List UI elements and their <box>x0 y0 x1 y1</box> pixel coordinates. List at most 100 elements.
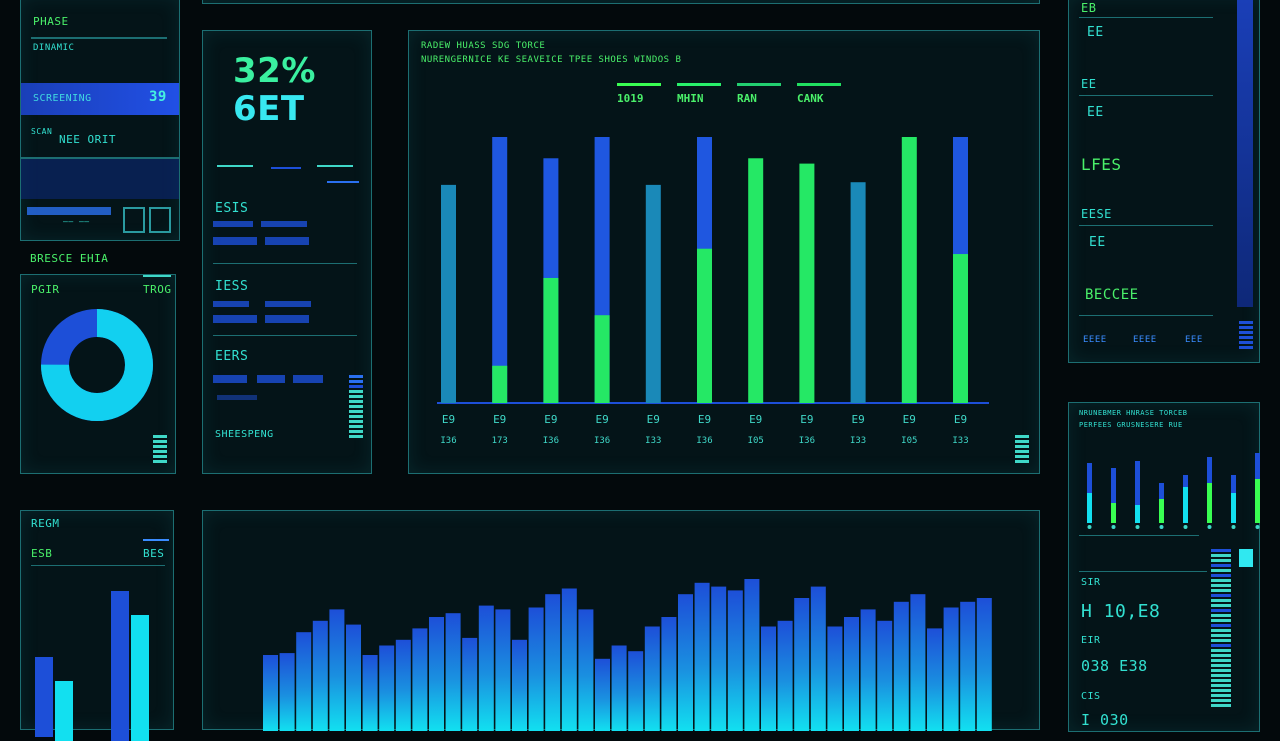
bottom-bar <box>810 586 826 731</box>
bottom-bar <box>495 609 511 731</box>
mini-dot <box>1159 525 1164 529</box>
bottom-bar <box>844 617 859 731</box>
bottom-bar <box>877 620 893 731</box>
x-tick-label: E9 <box>698 413 711 426</box>
bottom-bar <box>412 628 428 731</box>
x-tick-sublabel: I36 <box>594 436 610 446</box>
bottom-bar <box>744 579 760 731</box>
bar-series2 <box>953 254 968 403</box>
legend-item[interactable]: MHIN <box>677 83 721 105</box>
legend-item[interactable]: 1019 <box>617 83 661 105</box>
right-footer-2: EEEE <box>1133 335 1157 345</box>
x-tick-label: E9 <box>749 413 762 426</box>
bottom-bar <box>296 632 312 731</box>
right-value-1: EE <box>1087 25 1104 40</box>
bar-series1 <box>645 184 661 403</box>
right-row-2: EE <box>1081 77 1097 91</box>
bottom-bar <box>329 609 345 731</box>
legend-label: CANK <box>797 92 824 105</box>
bottom-left-bar-4 <box>131 615 149 741</box>
legend-label: MHIN <box>677 92 704 105</box>
right-bottom-level-indicator <box>1211 549 1231 709</box>
x-tick-label: E9 <box>954 413 967 426</box>
mini-dot <box>1183 525 1188 529</box>
kpi-row4: SHEESPENG <box>215 429 274 440</box>
x-tick-sublabel: I36 <box>440 436 456 446</box>
x-tick-label: E9 <box>442 413 455 426</box>
main-bar-chart: E9 I36 E9 173 E9 I36 E9 I36 E9 I33 E9 I36 E9 I05 E9 I36… <box>437 137 989 446</box>
mini-bar-top <box>1087 493 1092 523</box>
x-tick-sublabel: I36 <box>543 436 559 446</box>
bar-series1 <box>492 137 508 403</box>
x-tick-label: E9 <box>493 413 506 426</box>
mini-chart-subtitle: PERFEES GRUSNESERE RUE <box>1079 421 1183 429</box>
mini-dot <box>1135 525 1140 529</box>
bottom-left-bar-2 <box>55 681 73 741</box>
x-tick-sublabel: 173 <box>492 436 508 446</box>
right-top-panel: EB EE EE EE LFES EESE EE BECCEE EEEE EEE… <box>1068 0 1260 363</box>
right-scrollbar[interactable] <box>1237 0 1253 307</box>
bottom-bar <box>578 609 594 731</box>
left-top-title: PHASE <box>33 15 69 28</box>
selected-row-value: 39 <box>149 89 167 105</box>
mini-bar-chart <box>1087 453 1260 529</box>
x-tick-sublabel: I33 <box>645 436 661 446</box>
bottom-bar-chart <box>263 579 992 731</box>
bottom-left-title: REGM <box>31 517 60 530</box>
x-tick-sublabel: I05 <box>901 436 917 446</box>
main-chart-panel: RADEW HUASS SDG TORCE NURENGERNICE KE SE… <box>408 30 1040 474</box>
bar-series2 <box>492 365 508 403</box>
donut-label-right: TROG <box>143 283 172 296</box>
bottom-bar <box>545 594 561 731</box>
bottom-bar <box>960 601 976 731</box>
mini-chart-title: NRUNEBMER HNRASE TORCEB <box>1079 409 1188 417</box>
bottom-chart-panel <box>202 510 1040 731</box>
legend-label: RAN <box>737 92 757 105</box>
donut-chart <box>41 309 153 421</box>
left-top-panel: PHASE DINAMIC SCREENING 39 SCAN NEE ORIT… <box>20 0 180 241</box>
selected-row-label: SCREENING <box>33 93 92 104</box>
mini-dot <box>1255 525 1260 529</box>
bar-series2 <box>697 248 712 403</box>
legend-item[interactable]: CANK <box>797 83 841 105</box>
bar-series2 <box>594 315 610 403</box>
bottom-bar <box>395 639 411 731</box>
right-value-2: EE <box>1087 105 1104 120</box>
x-tick-sublabel: I36 <box>799 436 815 446</box>
bottom-bar <box>379 645 395 731</box>
mini-dot <box>1111 525 1116 529</box>
bottom-bar <box>976 598 992 731</box>
toggle-button-2[interactable] <box>149 207 171 233</box>
x-tick-sublabel: I36 <box>696 436 712 446</box>
bar-series2 <box>748 158 764 403</box>
bar-series2 <box>543 277 559 403</box>
bottom-bar <box>312 620 328 731</box>
main-chart-level-indicator <box>1015 435 1029 465</box>
legend-item[interactable]: RAN <box>737 83 781 105</box>
donut-arc <box>41 309 153 421</box>
bottom-left-panel: REGM ESB BES <box>20 510 174 741</box>
toggle-button-1[interactable] <box>123 207 145 233</box>
bottom-bar <box>860 609 876 731</box>
kpi-row3: EERS <box>215 349 249 364</box>
right-bottom-value2: 038 E38 <box>1081 657 1148 675</box>
x-tick-label: E9 <box>544 413 557 426</box>
right-row-4: EESE <box>1081 207 1112 221</box>
bar-series1 <box>850 182 866 403</box>
x-tick-label: E9 <box>851 413 864 426</box>
bottom-bar <box>528 607 544 731</box>
selected-row[interactable]: SCREENING 39 <box>21 83 179 115</box>
bottom-left-bar-1 <box>35 657 53 737</box>
kpi-panel: 32% 6ET ESIS IESS EERS SHEESPENG <box>202 30 372 474</box>
right-row-1: EB <box>1081 1 1097 15</box>
bottom-bar <box>628 651 644 731</box>
bottom-bar <box>512 639 527 731</box>
mini-dot <box>1207 525 1212 529</box>
x-tick-label: E9 <box>595 413 608 426</box>
bottom-bar <box>644 626 660 731</box>
right-row-5: BECCEE <box>1085 287 1139 303</box>
bottom-bar <box>611 645 627 731</box>
right-bottom-value1: H 10,E8 <box>1081 601 1161 622</box>
x-tick-sublabel: I05 <box>748 436 764 446</box>
right-bottom-value3: I 030 <box>1081 711 1129 729</box>
